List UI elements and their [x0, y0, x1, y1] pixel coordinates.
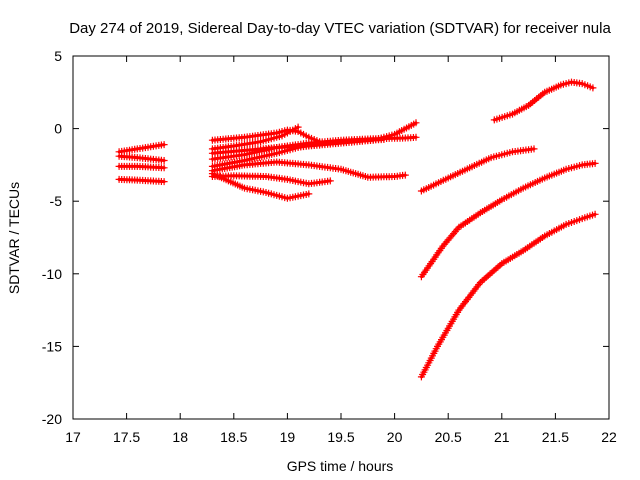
x-tick-label: 17.5 [113, 429, 140, 445]
data-point-marker [401, 171, 409, 179]
series-track-11 [208, 172, 334, 188]
data-point-marker [380, 136, 388, 143]
x-tick-label: 21 [494, 429, 510, 445]
series-track-2 [115, 152, 168, 164]
series-track-1 [115, 141, 168, 156]
chart-title: Day 274 of 2019, Sidereal Day-to-day VTE… [69, 20, 611, 37]
plot-area [72, 55, 610, 420]
x-axis-label: GPS time / hours [287, 458, 394, 474]
axis-ticks [72, 55, 610, 420]
y-tick-label: -5 [50, 193, 63, 209]
x-tick-label: 22 [601, 429, 617, 445]
y-tick-label: -10 [42, 266, 62, 282]
data-point-marker [591, 210, 599, 218]
y-tick-label: -15 [42, 338, 62, 354]
data-point-marker [294, 123, 302, 131]
x-tick-label: 18 [172, 429, 188, 445]
x-tick-label: 19 [280, 429, 296, 445]
series-track-12 [208, 170, 313, 202]
data-point-marker [412, 133, 420, 141]
data-point-marker [305, 190, 313, 198]
data-series [115, 78, 599, 381]
data-point-marker [412, 119, 420, 127]
series-track-16 [417, 210, 599, 381]
y-tick-label: -20 [42, 411, 62, 427]
x-tick-label: 19.5 [327, 429, 354, 445]
series-track-10 [208, 158, 409, 181]
data-point-marker [589, 84, 597, 92]
series-track-13 [490, 78, 597, 124]
x-axis-tick-labels: 17 17.5 18 18.5 19 19.5 20 20.5 21 21.5 22 [65, 429, 617, 445]
data-point-marker [160, 178, 168, 186]
y-axis-tick-labels: 5 0 -5 -10 -15 -20 [42, 48, 62, 427]
y-tick-label: 5 [54, 48, 62, 64]
series-track-3 [115, 162, 168, 172]
series-track-4 [115, 175, 168, 186]
x-tick-label: 20 [387, 429, 403, 445]
y-tick-label: 0 [54, 121, 62, 137]
data-point-marker [160, 157, 168, 164]
x-tick-label: 18.5 [220, 429, 247, 445]
data-point-marker [591, 159, 599, 167]
data-point-marker [530, 145, 538, 153]
y-axis-label: SDTVAR / TECUs [6, 182, 22, 294]
data-point-marker [326, 177, 334, 185]
series-track-14 [417, 145, 538, 195]
data-point-marker [160, 164, 168, 172]
x-tick-label: 21.5 [542, 429, 569, 445]
x-tick-label: 20.5 [435, 429, 462, 445]
series-track-15 [417, 159, 599, 281]
x-tick-label: 17 [65, 429, 81, 445]
data-point-marker [160, 141, 168, 149]
